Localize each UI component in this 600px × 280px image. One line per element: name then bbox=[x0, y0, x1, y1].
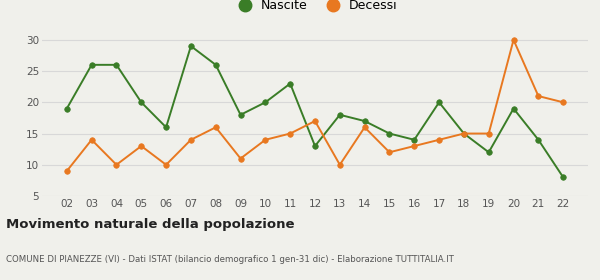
Legend: Nascite, Decessi: Nascite, Decessi bbox=[227, 0, 403, 17]
Text: Movimento naturale della popolazione: Movimento naturale della popolazione bbox=[6, 218, 295, 231]
Text: COMUNE DI PIANEZZE (VI) - Dati ISTAT (bilancio demografico 1 gen-31 dic) - Elabo: COMUNE DI PIANEZZE (VI) - Dati ISTAT (bi… bbox=[6, 255, 454, 264]
